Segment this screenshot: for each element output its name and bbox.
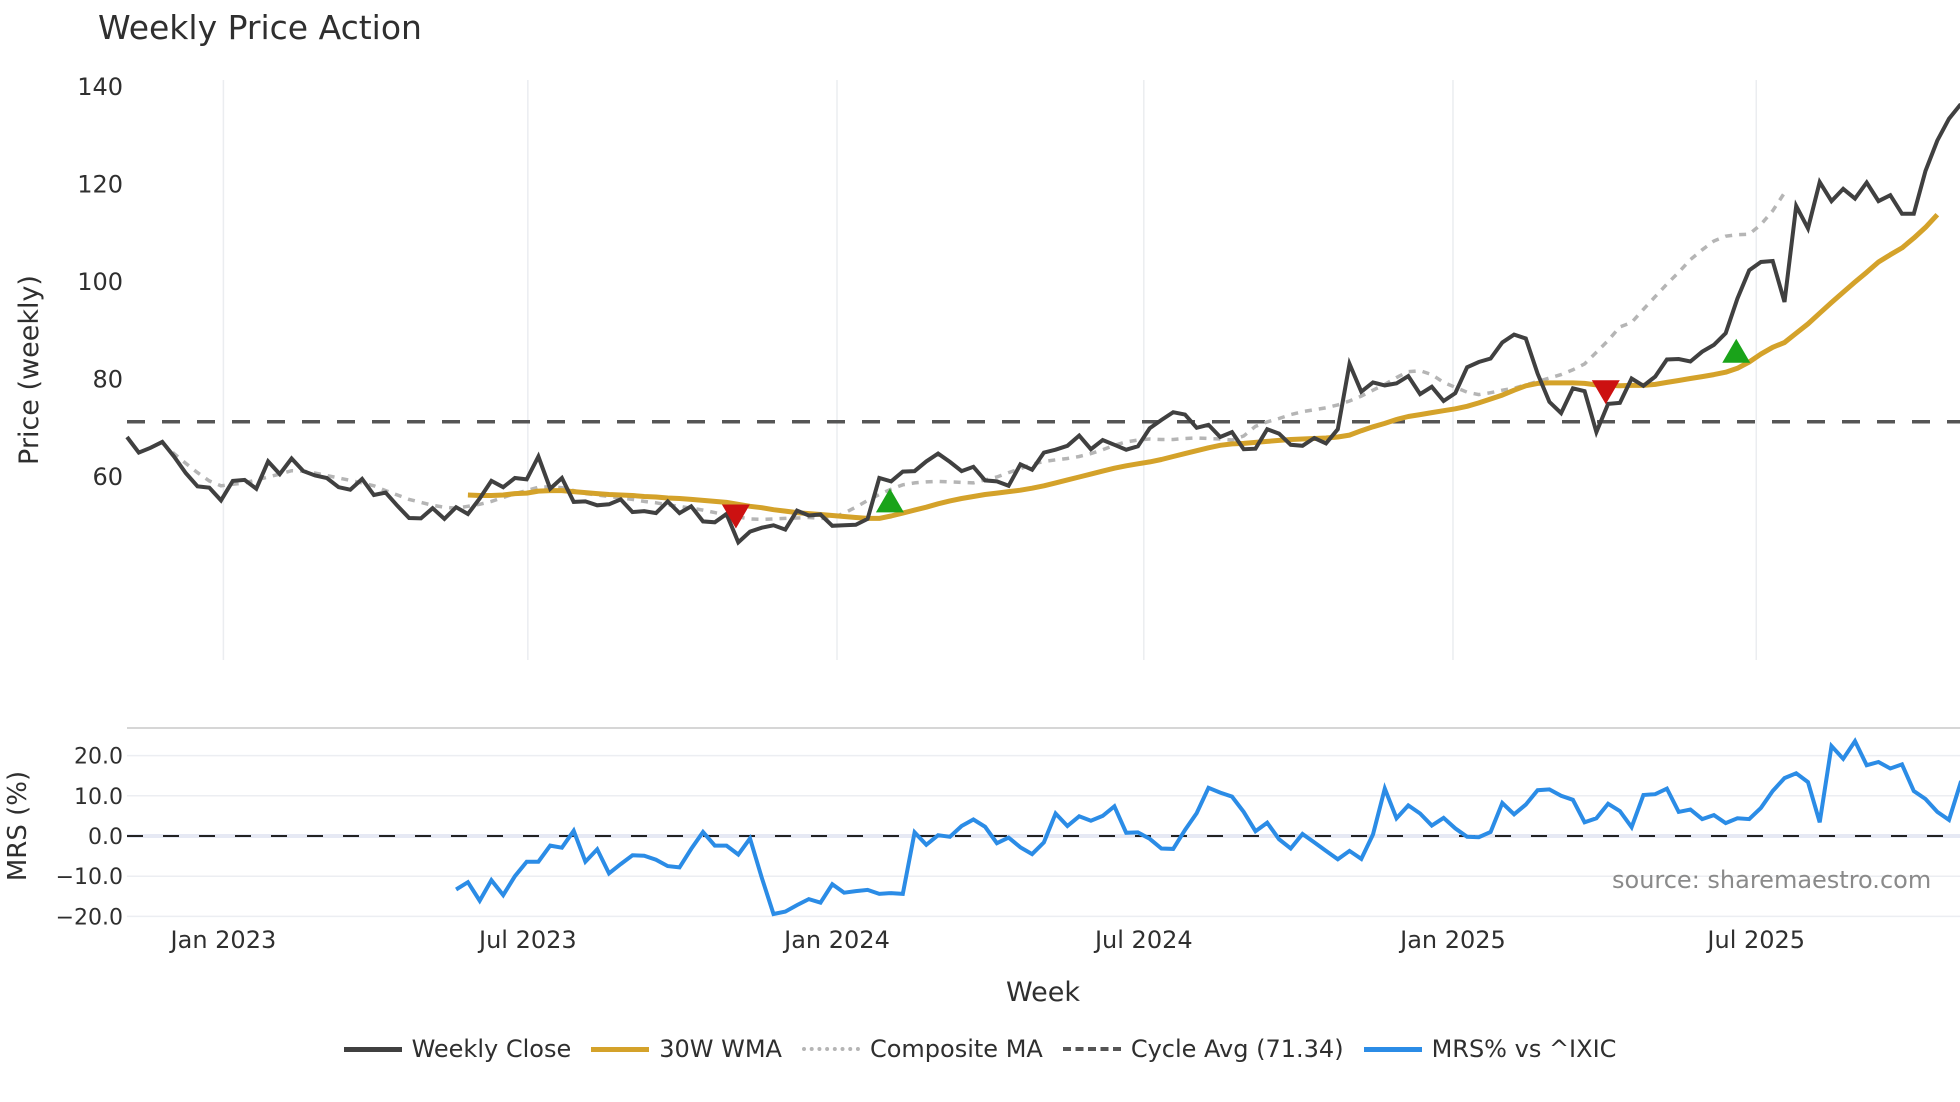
x-axis-label: Week <box>1006 977 1080 1008</box>
x-tick-label: Jan 2025 <box>1398 926 1506 954</box>
y-tick-label: 140 <box>77 73 123 101</box>
legend-item-weekly-close[interactable]: Weekly Close <box>343 1035 572 1063</box>
legend-swatch-composite-ma <box>801 1047 860 1051</box>
wma-30w-line <box>467 212 1940 521</box>
legend-label: 30W WMA <box>659 1035 782 1063</box>
mrs-line <box>455 737 1960 917</box>
legend-swatch-cycle-avg <box>1062 1047 1121 1051</box>
buy-signal-marker <box>875 488 904 513</box>
buy-signal-marker <box>1722 338 1751 363</box>
legend-label: Weekly Close <box>411 1035 572 1063</box>
legend-label: Cycle Avg (71.34) <box>1130 1035 1344 1063</box>
y-tick-label: 80 <box>92 366 123 394</box>
y-axis-label-price: Price (weekly) <box>14 275 45 465</box>
mrs-y-tick-label: 20.0 <box>74 745 123 770</box>
x-tick-label: Jul 2024 <box>1093 926 1193 954</box>
y-tick-label: 60 <box>92 463 123 491</box>
source-note: source: sharemaestro.com <box>1612 866 1932 894</box>
mrs-y-tick-label: −20.0 <box>56 905 123 930</box>
legend-item-mrs[interactable]: MRS% vs ^IXIC <box>1363 1035 1617 1063</box>
mrs-panel: 20.0 10.0 0.0 −10.0 −20.0 MRS (%) <box>3 727 1960 930</box>
x-tick-label: Jul 2023 <box>477 926 577 954</box>
x-tick-label: Jan 2023 <box>169 926 277 954</box>
legend-item-30w-wma[interactable]: 30W WMA <box>591 1035 782 1063</box>
mrs-y-tick-label: −10.0 <box>56 865 123 890</box>
legend-swatch-30w-wma <box>591 1046 650 1052</box>
y-tick-label: 100 <box>77 268 123 296</box>
weekly-close-line <box>125 102 1960 546</box>
sell-signal-marker <box>1591 380 1620 405</box>
legend-label: Composite MA <box>869 1035 1043 1063</box>
sell-signal-marker <box>721 504 750 529</box>
legend-swatch-weekly-close <box>343 1046 402 1052</box>
price-panel: Jan 2023 Jul 2023 Jan 2024 Jul 2024 Jan 2025… <box>14 73 1960 954</box>
chart-title: Weekly Price Action <box>98 8 422 47</box>
legend-swatch-mrs <box>1363 1046 1422 1052</box>
composite-ma-line <box>161 191 1786 522</box>
x-tick-label: Jul 2025 <box>1705 926 1805 954</box>
legend: Weekly Close 30W WMA Composite MA Cycle … <box>0 1035 1960 1063</box>
mrs-y-tick-label: 10.0 <box>74 785 123 810</box>
legend-item-cycle-avg[interactable]: Cycle Avg (71.34) <box>1062 1035 1344 1063</box>
mrs-y-tick-label: 0.0 <box>88 825 123 850</box>
legend-label: MRS% vs ^IXIC <box>1431 1035 1617 1063</box>
legend-item-composite-ma[interactable]: Composite MA <box>801 1035 1043 1063</box>
x-tick-label: Jan 2024 <box>782 926 890 954</box>
y-tick-label: 120 <box>77 171 123 199</box>
y-axis-label-mrs: MRS (%) <box>3 771 33 881</box>
